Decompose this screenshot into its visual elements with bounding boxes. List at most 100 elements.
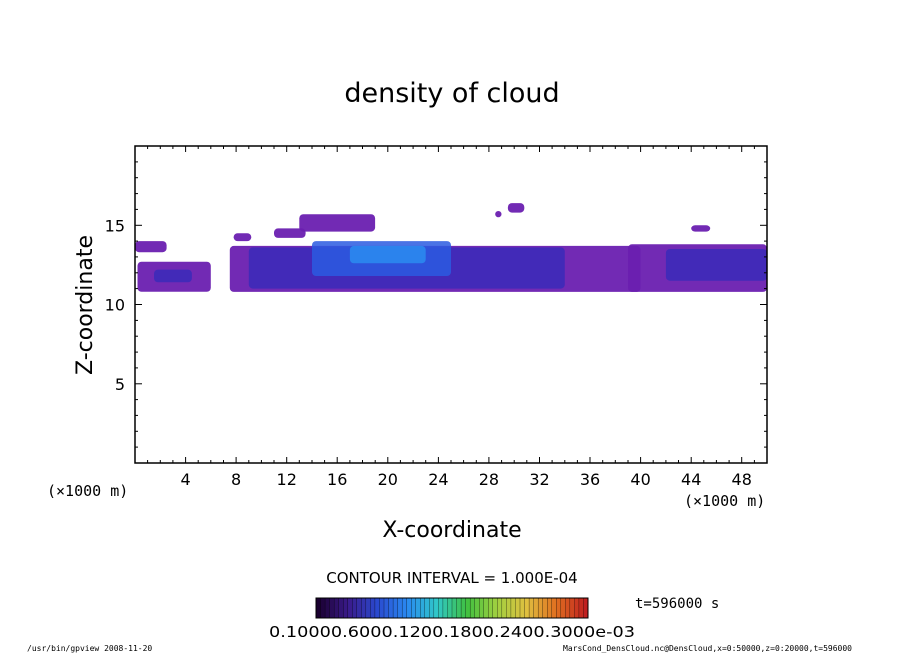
- x-tick-label: 48: [732, 470, 752, 489]
- cloud-field: [135, 203, 767, 292]
- x-unit-label-left: (×1000 m): [47, 482, 128, 500]
- colorbar-segment: [574, 597, 580, 619]
- x-tick-label: 28: [479, 470, 499, 489]
- cloud-region-14: [691, 225, 711, 232]
- colorbar-segment: [510, 597, 516, 619]
- colorbar-segment: [392, 597, 399, 619]
- cloud-region-11: [495, 211, 502, 218]
- colorbar-segment: [524, 597, 530, 619]
- chart-title: density of cloud: [344, 78, 559, 109]
- colorbar-segment: [460, 597, 467, 619]
- x-tick-label: 16: [327, 470, 347, 489]
- colorbar-segment: [456, 597, 462, 619]
- cloud-region-8: [274, 228, 306, 238]
- cloud-region-9: [233, 233, 252, 242]
- colorbar-segment: [488, 597, 494, 619]
- colorbar-segment: [474, 597, 480, 619]
- colorbar-segment: [551, 597, 557, 619]
- colorbar-segment: [343, 597, 349, 619]
- colorbar-segment: [556, 597, 562, 619]
- colorbar-segment: [424, 597, 430, 619]
- contour-interval-label: CONTOUR INTERVAL = 1.000E-04: [326, 569, 577, 587]
- x-axis-label: X-coordinate: [382, 518, 521, 543]
- colorbar-segment: [383, 597, 389, 619]
- colorbar-segment: [565, 597, 571, 619]
- colorbar-segment: [429, 597, 435, 619]
- colorbar-segment: [420, 597, 426, 619]
- colorbar-segment: [438, 597, 444, 619]
- y-tick-labels: 5 10 15: [105, 216, 125, 393]
- colorbar-segment: [347, 597, 353, 619]
- colorbar-segment: [442, 597, 448, 619]
- cloud-region-0: [135, 241, 167, 253]
- y-axis-label: Z-coordinate: [73, 235, 98, 375]
- cloud-region-7: [299, 214, 376, 232]
- colorbar-tick-labels: 0.10000.6000.1200.1800.2400.3000e-03: [269, 623, 635, 641]
- x-tick-label: 32: [529, 470, 549, 489]
- colorbar-segment: [447, 597, 453, 619]
- colorbar-segment: [315, 597, 321, 619]
- colorbar-frame: [315, 597, 589, 619]
- colorbar-segment: [533, 597, 539, 619]
- colorbar-segment: [483, 597, 489, 619]
- colorbar-segment: [379, 597, 385, 619]
- x-tick-labels: 4 8 12 16 20 24 28 32 36 40 44 48: [181, 470, 752, 489]
- colorbar-segment: [547, 597, 553, 619]
- colorbar-segment: [365, 597, 371, 619]
- colorbar-segment: [506, 597, 512, 619]
- cloud-region-2: [154, 269, 192, 283]
- footer-right: MarsCond_DensCloud.nc@DensCloud,x=0:5000…: [563, 644, 852, 653]
- colorbar-segment: [329, 597, 335, 619]
- colorbar-segment: [451, 597, 457, 619]
- colorbar-segment: [519, 597, 525, 619]
- colorbar-segment: [492, 597, 498, 619]
- colorbar-segment: [338, 597, 344, 619]
- y-tick-label: 5: [115, 375, 125, 394]
- x-tick-label: 24: [428, 470, 448, 489]
- time-label: t=596000 s: [635, 596, 719, 612]
- colorbar-segment: [415, 597, 421, 619]
- x-tick-label: 8: [231, 470, 241, 489]
- colorbar-segment: [370, 597, 376, 619]
- colorbar-segment: [537, 597, 544, 619]
- colorbar-segment: [433, 597, 439, 619]
- x-tick-label: 44: [681, 470, 701, 489]
- colorbar-segment: [401, 597, 408, 619]
- colorbar-segment: [388, 597, 394, 619]
- colorbar-segment: [542, 597, 548, 619]
- colorbar-segment: [560, 597, 566, 619]
- x-tick-label: 36: [580, 470, 600, 489]
- colorbar-segment: [361, 597, 367, 619]
- colorbar-segment: [469, 597, 476, 619]
- x-tick-label: 4: [181, 470, 191, 489]
- colorbar-segment: [333, 597, 340, 619]
- cloud-region-10: [507, 203, 525, 213]
- colorbar: [315, 597, 589, 619]
- colorbar-segment: [497, 597, 503, 619]
- colorbar-segment: [324, 597, 331, 619]
- y-tick-label: 10: [105, 296, 125, 315]
- colorbar-segment: [528, 597, 535, 619]
- colorbar-segment: [479, 597, 485, 619]
- colorbar-segment: [569, 597, 575, 619]
- x-tick-label: 12: [277, 470, 297, 489]
- cloud-region-6: [349, 245, 426, 264]
- colorbar-segment: [352, 597, 358, 619]
- colorbar-segment: [320, 597, 326, 619]
- y-tick-label: 15: [105, 216, 125, 235]
- plot-background: [135, 146, 767, 463]
- cloud-region-13: [665, 249, 767, 281]
- colorbar-segment: [411, 597, 417, 619]
- x-unit-label-right: (×1000 m): [684, 492, 765, 510]
- colorbar-segment: [515, 597, 521, 619]
- colorbar-segment: [501, 597, 507, 619]
- colorbar-segment: [374, 597, 380, 619]
- x-tick-label: 20: [378, 470, 398, 489]
- colorbar-segment: [406, 597, 412, 619]
- colorbar-segment: [397, 597, 403, 619]
- footer-left: /usr/bin/gpview 2008-11-20: [27, 644, 152, 653]
- colorbar-segment: [356, 597, 362, 619]
- colorbar-segment: [465, 597, 471, 619]
